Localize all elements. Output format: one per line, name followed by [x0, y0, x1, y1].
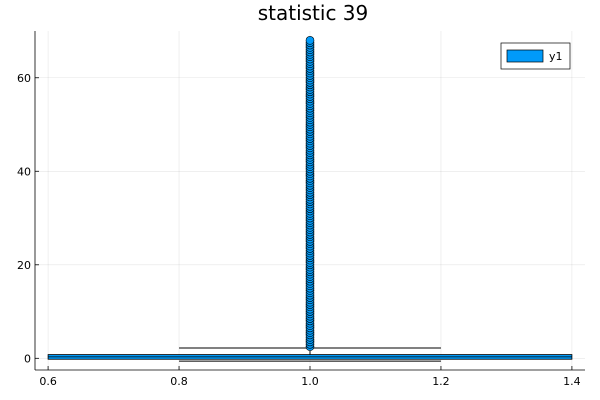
y-tick-label: 0	[24, 352, 31, 365]
y-tick-label: 40	[17, 165, 31, 178]
chart-title: statistic 39	[258, 1, 369, 25]
tick-labels: 0.6 0.8 1.0 1.2 1.4 0 20 40 60	[17, 72, 581, 388]
outlier-points	[305, 36, 315, 351]
x-tick-label: 1.0	[301, 375, 319, 388]
outlier-point	[305, 36, 315, 45]
y-tick-label: 60	[17, 72, 31, 85]
x-tick-label: 1.2	[432, 375, 450, 388]
legend-swatch-y1	[506, 49, 544, 63]
x-tick-label: 0.8	[170, 375, 188, 388]
x-tick-label: 1.4	[563, 375, 581, 388]
legend-label-y1: y1	[549, 50, 563, 63]
x-tick-label: 0.6	[39, 375, 57, 388]
y-tick-label: 20	[17, 259, 31, 272]
legend: y1	[500, 42, 571, 70]
